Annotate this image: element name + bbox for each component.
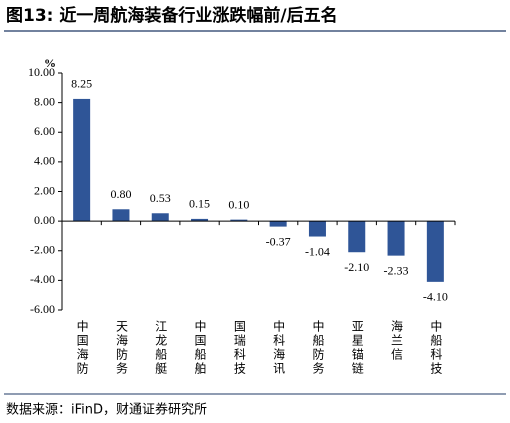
value-label: -1.04: [305, 244, 330, 258]
bar: [191, 218, 209, 222]
value-label: -0.37: [266, 234, 291, 248]
x-tick-label: 国瑞科技: [232, 320, 246, 376]
x-tick-label: 中船科技: [429, 319, 443, 376]
y-tick-label: 2.00: [34, 183, 55, 197]
value-label: -2.10: [344, 260, 369, 274]
bar: [348, 221, 366, 253]
value-label: -4.10: [423, 290, 448, 304]
chart-title: 图13: 近一周航海装备行业涨跌幅前/后五名: [6, 5, 338, 26]
source: 数据来源：iFinD，财通证券研究所: [6, 402, 207, 418]
y-tick-label: 4.00: [34, 154, 55, 168]
value-label: -2.33: [384, 263, 409, 277]
y-tick-label: -2.00: [30, 243, 55, 257]
x-tick-label: 海兰信: [390, 319, 404, 362]
value-label: 0.53: [150, 191, 171, 205]
bar: [230, 219, 248, 222]
value-label: 0.10: [228, 197, 249, 211]
y-tick-label: -6.00: [30, 302, 55, 316]
y-tick-label: 6.00: [34, 124, 55, 138]
x-tick-label: 中科海讯: [272, 319, 286, 376]
value-label: 0.80: [110, 187, 131, 201]
bar: [426, 221, 444, 282]
x-tick-label: 亚星锚链: [350, 320, 364, 376]
bar: [308, 221, 326, 237]
bar: [112, 209, 130, 222]
x-tick-label: 中国船舶: [193, 319, 207, 376]
y-tick-label: 8.00: [34, 94, 55, 108]
y-tick-label: 10.00: [28, 65, 55, 79]
x-tick-label: 中国海防: [75, 319, 89, 376]
x-tick-label: 天海防务: [114, 320, 128, 376]
y-tick-label: 0.00: [34, 213, 55, 227]
x-tick-label: 江龙船艇: [154, 320, 168, 376]
bar: [387, 221, 405, 256]
bar: [269, 221, 287, 227]
value-label: 8.25: [71, 77, 92, 91]
bar: [73, 98, 91, 222]
x-tick-label: 中船防务: [311, 319, 325, 376]
bar: [151, 213, 169, 222]
value-label: 0.15: [189, 197, 210, 211]
y-unit: %: [44, 56, 56, 70]
y-tick-label: -4.00: [30, 272, 55, 286]
